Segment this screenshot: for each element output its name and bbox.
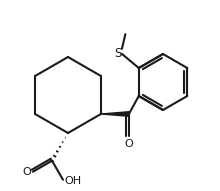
Text: S: S bbox=[114, 47, 122, 60]
Polygon shape bbox=[101, 112, 129, 116]
Text: OH: OH bbox=[64, 176, 82, 186]
Text: O: O bbox=[125, 139, 133, 149]
Text: O: O bbox=[23, 167, 31, 177]
